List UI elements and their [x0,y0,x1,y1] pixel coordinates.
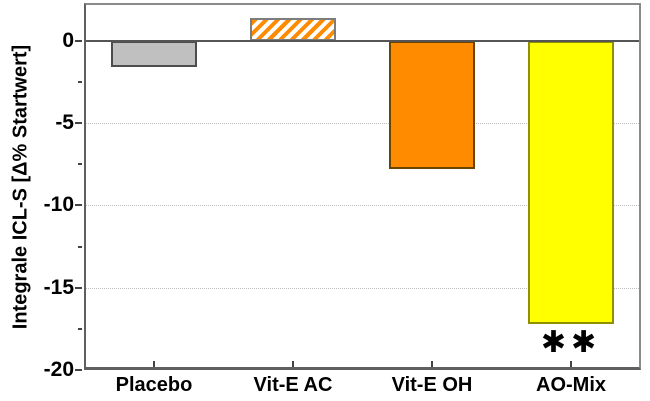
x-axis-label: AO-Mix [536,374,606,396]
x-axis-label: Vit-E AC [253,374,333,396]
x-axis-tick [292,361,294,367]
y-axis-major-tick [75,204,82,206]
y-axis-major-tick [75,122,82,124]
vit-e-ac-bar [250,18,336,41]
y-axis-major-tick [75,40,82,42]
y-gridline [86,288,639,289]
y-axis-tick-label: -15 [43,276,74,299]
zero-line [85,40,640,42]
ao-mix-bar [528,41,614,324]
y-axis-minor-tick [78,81,82,83]
vit-e-oh-bar [389,41,475,169]
y-axis-tick-label: -20 [43,358,74,381]
y-axis-tick-label: 0 [62,29,74,52]
y-axis-major-tick [75,287,82,289]
placebo-bar [111,41,197,67]
x-axis-tick [570,361,572,367]
y-axis-tick-label: -5 [55,111,74,134]
y-axis-minor-tick [78,246,82,248]
y-axis-major-tick [75,369,82,371]
y-axis-minor-tick [78,328,82,330]
significance-asterisks: ✱✱ [540,325,602,360]
y-axis-tick-label: -10 [43,193,74,216]
y-gridline [86,123,639,124]
y-axis-minor-tick [78,163,82,165]
x-axis-tick [431,361,433,367]
x-axis-label: Vit-E OH [391,374,473,396]
x-axis-label: Placebo [115,374,193,396]
y-gridline [86,205,639,206]
x-axis-tick [153,361,155,367]
